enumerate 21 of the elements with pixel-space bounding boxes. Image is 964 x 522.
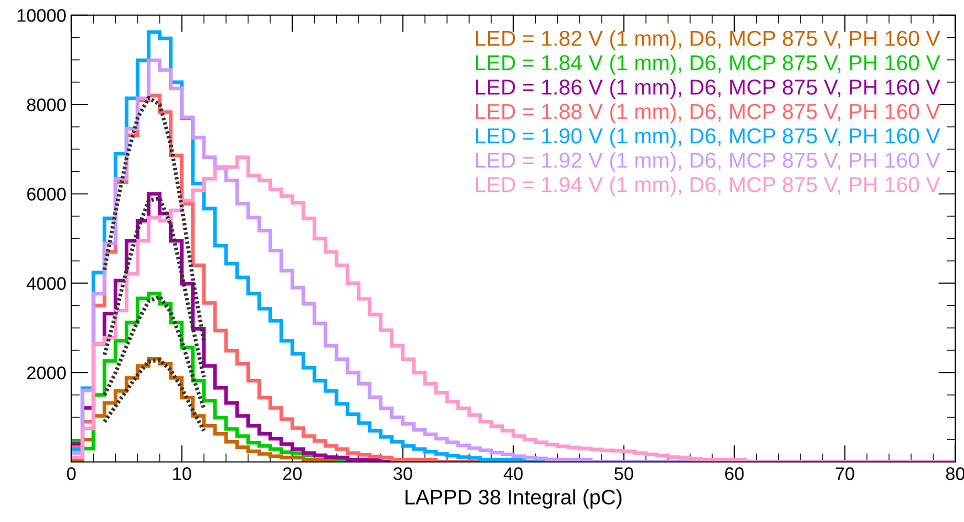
x-tick-label: 0 — [67, 467, 76, 480]
x-tick-label: 40 — [504, 467, 523, 480]
text: LED = 1.90 V (1 mm), D6, MCP 875 V, PH 160 V — [476, 128, 940, 148]
text: LED = 1.92 V (1 mm), D6, MCP 875 V, PH 160 V — [476, 152, 940, 172]
x-tick-label: 50 — [614, 467, 634, 480]
y-tick-label: 2000 — [27, 366, 66, 380]
text: LED = 1.94 V (1 mm), D6, MCP 875 V, PH 160 V — [476, 176, 940, 197]
text: LED = 1.84 V (1 mm), D6, MCP 875 V, PH 160 V — [476, 54, 940, 75]
y-tick-label: 4000 — [26, 277, 66, 290]
y-tick-label: 8000 — [27, 98, 66, 112]
text: LED = 1.88 V (1 mm), D6, MCP 875 V, PH 160 V — [476, 103, 940, 124]
x-axis-title: LAPPD 38 Integral (pC) — [406, 489, 622, 509]
y-tick-label: 10000 — [18, 9, 66, 22]
x-tick-label: 70 — [836, 467, 854, 480]
text: LED = 1.82 V (1 mm), D6, MCP 875 V, PH 160 V — [476, 30, 940, 50]
text: LED = 1.86 V (1 mm), D6, MCP 875 V, PH 160 V — [476, 78, 940, 100]
x-tick-label: 10 — [173, 467, 192, 480]
x-tick-label: 20 — [283, 467, 302, 480]
x-tick-label: 60 — [725, 467, 744, 480]
y-tick-label: 6000 — [27, 188, 66, 201]
x-tick-label: 30 — [393, 467, 412, 480]
